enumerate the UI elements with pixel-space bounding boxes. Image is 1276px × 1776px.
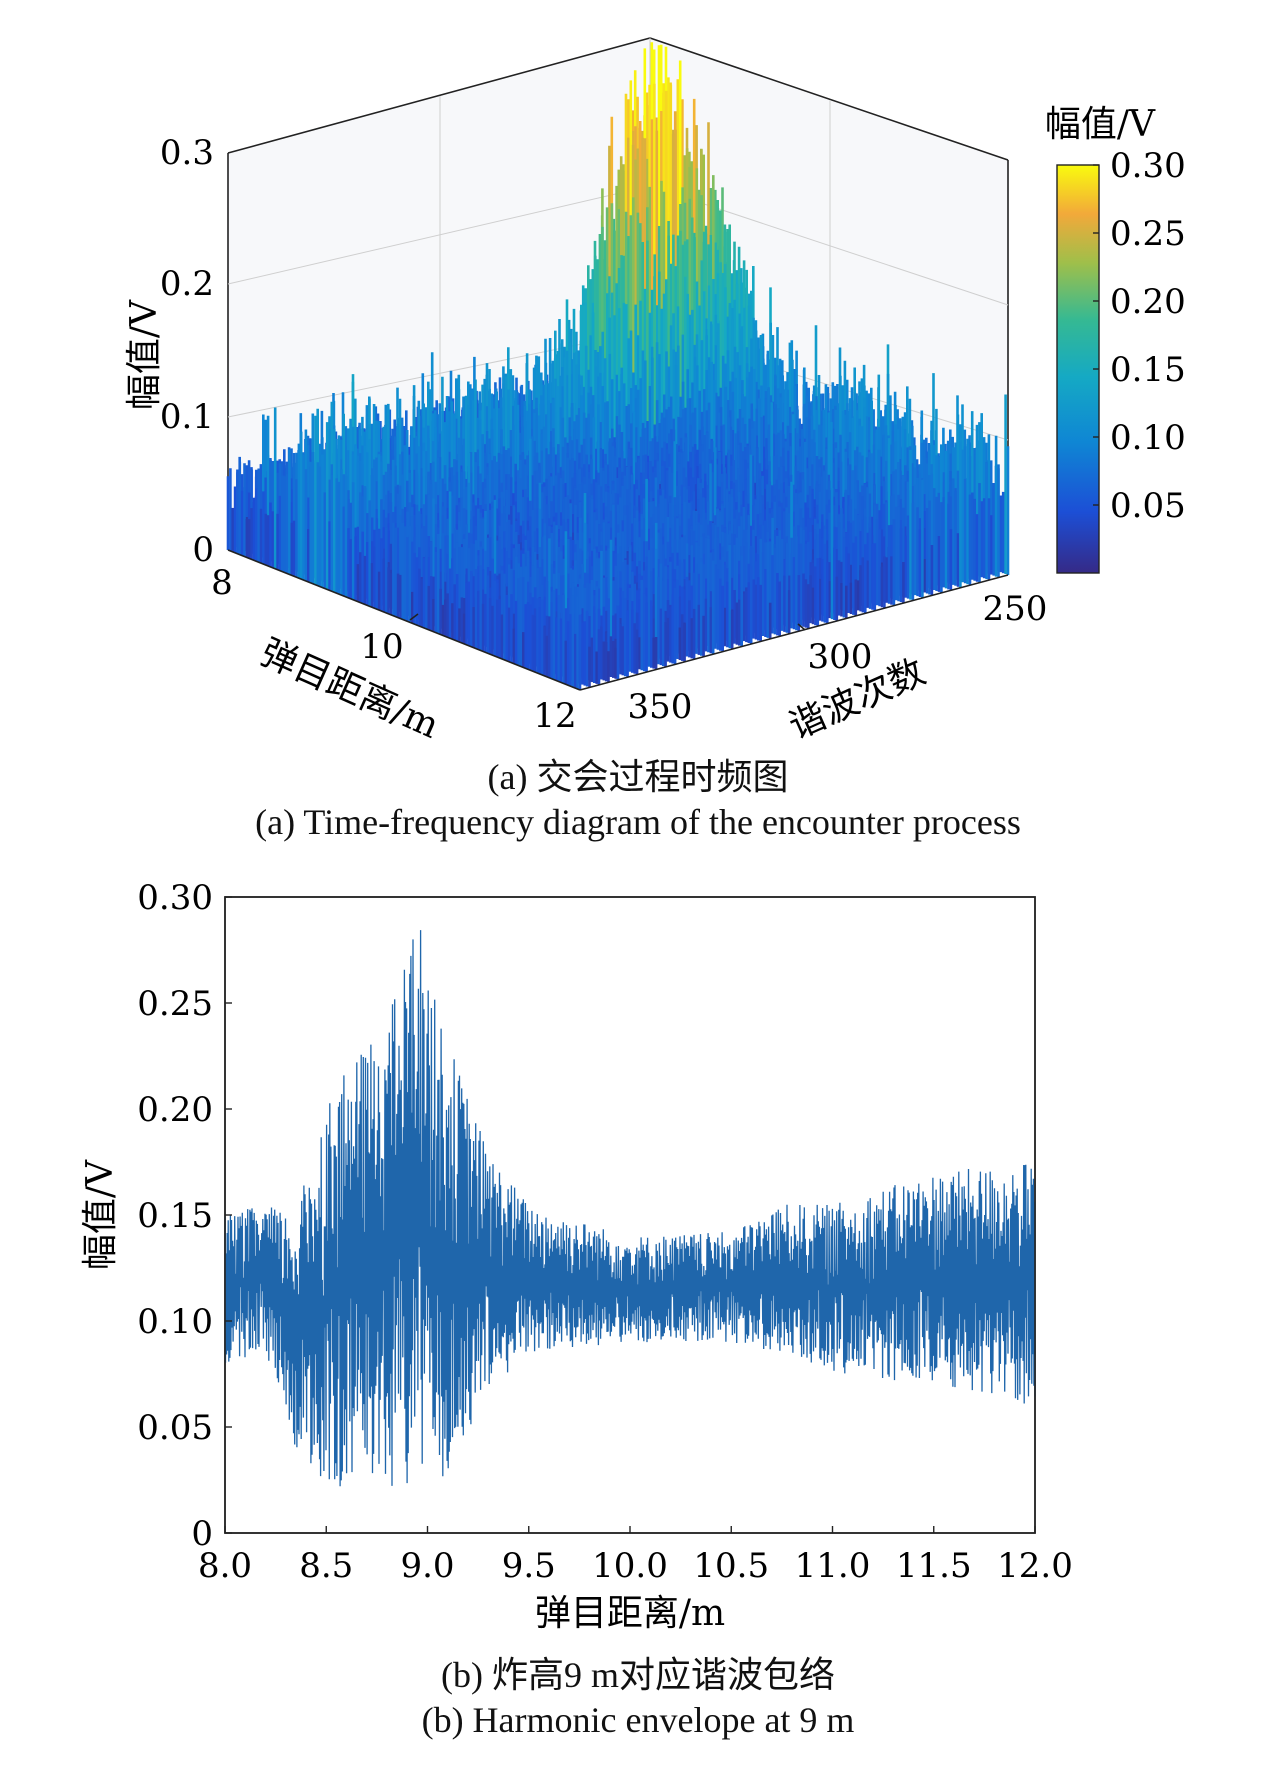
chart-a-surface [226,42,1010,690]
chart-a: 0 0.1 0.2 0.3 幅值/V 8 10 12 弹目距离/m 350 30… [124,37,1186,748]
